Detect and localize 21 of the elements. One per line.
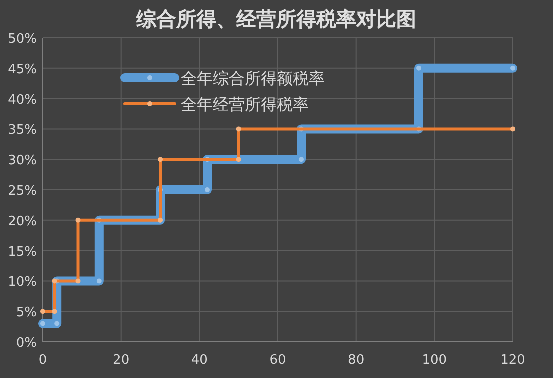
chart-title: 综合所得、经营所得税率对比图 — [136, 7, 416, 31]
legend-label: 全年综合所得额税率 — [181, 69, 325, 88]
y-tick-label: 40% — [8, 92, 37, 108]
x-tick-label: 20 — [113, 353, 130, 368]
y-tick-label: 30% — [8, 154, 37, 169]
x-tick-label: 60 — [270, 353, 286, 368]
y-tick-label: 0% — [16, 336, 37, 351]
x-tick-label: 0 — [38, 353, 48, 368]
y-tick-label: 25% — [8, 184, 37, 199]
y-tick-label: 50% — [8, 32, 37, 47]
y-tick-label: 35% — [8, 123, 37, 138]
y-tick-label: 5% — [16, 306, 37, 321]
legend-label: 全年经营所得税率 — [181, 95, 309, 114]
x-tick-label: 100 — [422, 353, 448, 368]
x-tick-label: 120 — [500, 353, 526, 368]
y-tick-label: 45% — [8, 62, 37, 78]
x-tick-label: 40 — [191, 353, 208, 368]
y-tick-label: 15% — [8, 244, 37, 260]
x-tick-label: 80 — [348, 353, 365, 368]
y-tick-label: 10% — [8, 275, 37, 290]
y-tick-label: 20% — [8, 214, 37, 230]
